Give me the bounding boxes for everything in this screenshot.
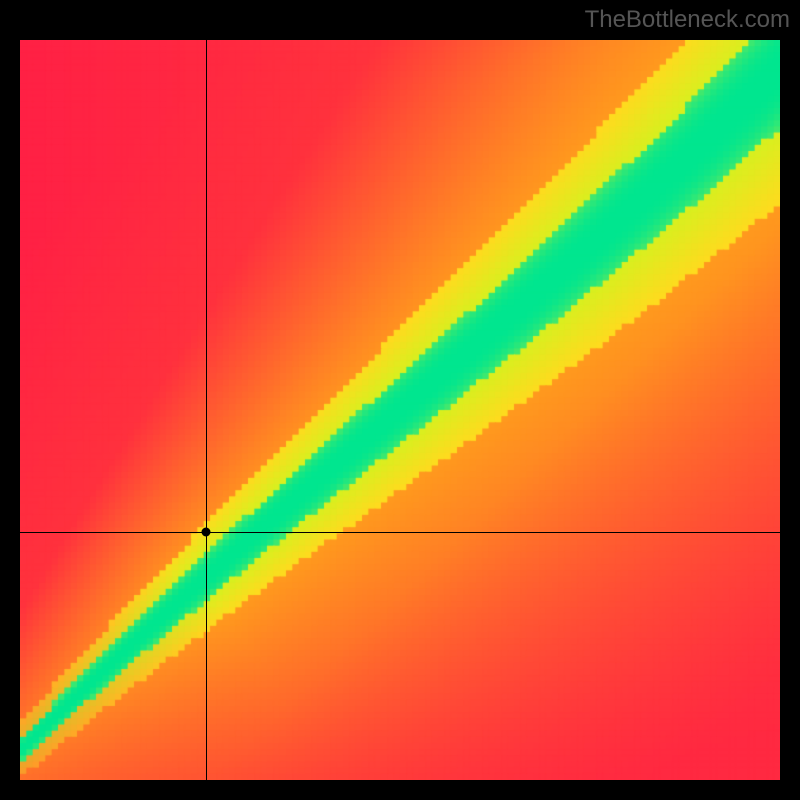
crosshair-horizontal (20, 532, 780, 533)
crosshair-vertical (206, 40, 207, 780)
crosshair-marker (202, 528, 211, 537)
plot-area (20, 40, 780, 780)
chart-container: TheBottleneck.com (0, 0, 800, 800)
watermark-text: TheBottleneck.com (585, 6, 790, 34)
heatmap-canvas (20, 40, 780, 780)
